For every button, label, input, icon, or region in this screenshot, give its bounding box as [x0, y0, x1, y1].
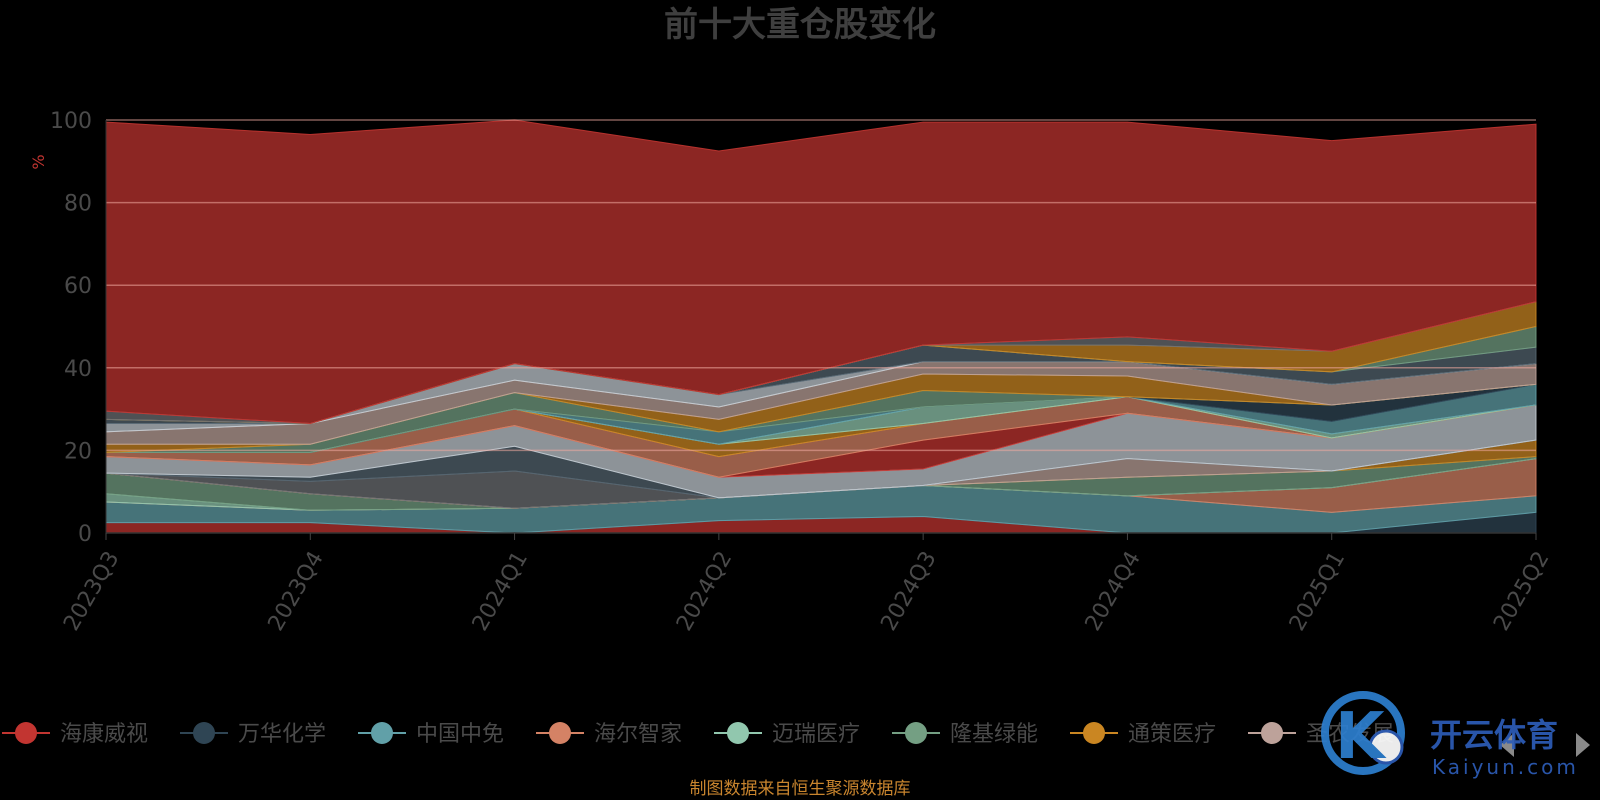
legend-item[interactable]: 迈瑞医疗: [714, 722, 860, 747]
chart-title: 前十大重仓股变化: [664, 5, 936, 45]
grid-lines: [105, 119, 1536, 534]
legend-marker: [1261, 722, 1283, 744]
watermark-logo-letter: K: [1335, 700, 1387, 774]
y-tick-label: 80: [64, 192, 92, 217]
legend-item[interactable]: 万华化学: [180, 722, 326, 747]
data-source-note: 制图数据来自恒生聚源数据库: [690, 779, 911, 799]
legend-item[interactable]: 中国中免: [358, 722, 504, 747]
x-tick-label: 2024Q3: [876, 547, 941, 635]
legend-marker: [15, 722, 37, 744]
watermark-logo-ring: [1321, 691, 1405, 775]
legend-prev-button[interactable]: [1500, 733, 1514, 757]
legend-next-button[interactable]: [1576, 733, 1590, 757]
legend-marker: [371, 722, 393, 744]
watermark-brand-sub: Kaiyun.com: [1432, 755, 1579, 779]
legend-label: 隆基绿能: [950, 722, 1038, 747]
x-axis-ticks: 2023Q3 2023Q4 2024Q1 2024Q2 2024Q3 2024Q4 2025…: [59, 533, 1555, 635]
legend-item[interactable]: 海尔智家: [536, 722, 682, 747]
legend-label: 通策医疗: [1128, 722, 1216, 747]
y-axis-unit: %: [29, 154, 48, 169]
legend-label: 迈瑞医疗: [772, 722, 860, 747]
legend-item[interactable]: 隆基绿能: [892, 722, 1038, 747]
legend-marker: [549, 722, 571, 744]
legend-label: 万华化学: [238, 722, 326, 747]
soccer-ball-icon: [1368, 729, 1404, 765]
area-series-25: [105, 119, 1537, 425]
legend-label: 中国中免: [416, 722, 504, 747]
y-tick-label: 40: [64, 357, 92, 382]
y-axis-ticks: 0 20 40 60 80 100: [50, 109, 92, 547]
legend-nav: [1500, 733, 1590, 757]
y-tick-label: 60: [64, 274, 92, 299]
watermark-brand: 开云体育: [1430, 716, 1558, 754]
legend-item[interactable]: 通策医疗: [1070, 722, 1216, 747]
legend-marker: [193, 722, 215, 744]
x-tick-label: 2025Q1: [1285, 547, 1350, 635]
x-tick-label: 2023Q4: [264, 547, 329, 635]
legend-marker: [905, 722, 927, 744]
y-tick-label: 20: [64, 439, 92, 464]
legend-marker: [727, 722, 749, 744]
legend-item[interactable]: 海康威视: [2, 722, 148, 747]
legend-marker: [1083, 722, 1105, 744]
legend-label: 海康威视: [60, 722, 148, 747]
x-tick-label: 2024Q2: [672, 547, 737, 635]
x-tick-label: 2025Q2: [1489, 547, 1554, 635]
x-tick-label: 2024Q1: [468, 547, 533, 635]
legend: 海康威视 万华化学 中国中免 海尔智家 迈瑞医疗 隆基绿能 通策医疗 圣农发展: [2, 722, 1394, 747]
x-tick-label: 2023Q3: [59, 547, 124, 635]
y-tick-label: 100: [50, 109, 92, 134]
legend-label: 海尔智家: [594, 722, 682, 747]
watermark: K 开云体育 Kaiyun.com: [1321, 691, 1579, 779]
area-series-group: [105, 119, 1537, 534]
x-tick-label: 2024Q4: [1081, 547, 1146, 635]
y-tick-label: 0: [78, 522, 92, 547]
